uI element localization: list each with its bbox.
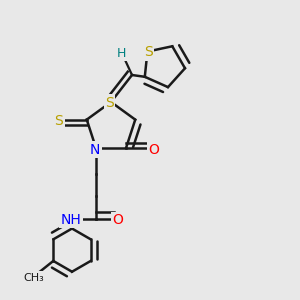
Text: O: O (148, 142, 159, 157)
Text: NH: NH (61, 212, 82, 226)
Text: O: O (112, 213, 123, 227)
Text: S: S (105, 96, 114, 110)
Text: CH₃: CH₃ (23, 272, 44, 283)
Text: S: S (55, 114, 63, 128)
Text: S: S (144, 45, 153, 59)
Text: H: H (117, 47, 126, 60)
Text: N: N (90, 142, 100, 157)
